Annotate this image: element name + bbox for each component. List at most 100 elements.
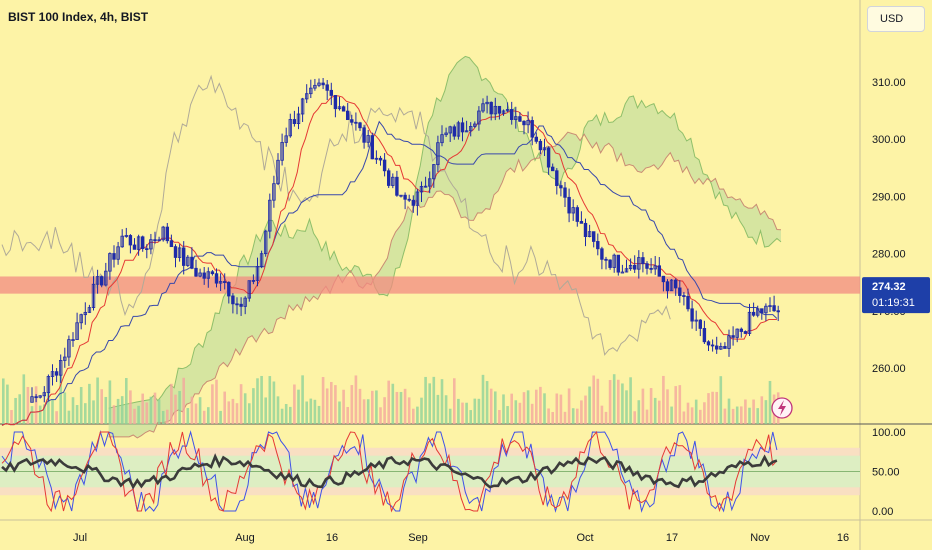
candle-body (616, 254, 620, 273)
candle-body (489, 101, 493, 115)
volume-bar (391, 383, 395, 424)
candle-body (485, 101, 489, 105)
candle-body (391, 176, 395, 186)
candle-body (50, 371, 55, 377)
candle-body (259, 253, 264, 267)
volume-bar (276, 396, 280, 424)
candle-body (362, 127, 366, 143)
candle-body (321, 82, 325, 86)
candle-body (530, 120, 534, 138)
candle-body (165, 226, 169, 242)
volume-bar (674, 386, 677, 424)
candle-body (46, 376, 51, 394)
volume-bar (14, 397, 17, 424)
volume-bar (662, 375, 665, 424)
candle-body (128, 235, 133, 246)
volume-bar (202, 410, 206, 424)
candle-body (263, 230, 268, 255)
volume-bar (510, 393, 513, 424)
volume-bar (211, 384, 214, 424)
volume-bar (104, 396, 108, 424)
candle-body (354, 121, 358, 124)
volume-bar (18, 394, 21, 424)
volume-bar (465, 402, 468, 424)
candle-body (325, 84, 329, 91)
volume-bar (440, 379, 444, 424)
volume-bar (248, 403, 251, 424)
volume-bar (670, 406, 673, 424)
candle-body (272, 183, 276, 201)
volume-bar (571, 408, 575, 424)
volume-bar (457, 398, 460, 424)
time-axis-label: 17 (666, 532, 678, 544)
candle-body (403, 194, 407, 200)
candle-body (727, 335, 731, 349)
volume-bar (301, 375, 304, 424)
candle-body (38, 395, 42, 398)
candle-body (592, 231, 596, 242)
volume-bar (289, 406, 292, 424)
volume-bar (477, 398, 481, 424)
time-axis-label: Aug (235, 532, 255, 544)
candle-body (120, 235, 124, 248)
volume-bar (682, 411, 686, 424)
volume-bar (727, 398, 731, 424)
volume-bar (6, 384, 9, 424)
volume-bar (432, 376, 436, 424)
volume-bar (34, 386, 38, 424)
time-axis-label: Jul (73, 532, 87, 544)
candle-body (567, 196, 571, 214)
volume-bar (756, 408, 759, 424)
volume-bar (153, 392, 157, 424)
volume-bar (690, 407, 694, 424)
candle-body (79, 314, 83, 324)
currency-button[interactable]: USD (867, 6, 925, 32)
volume-bar (125, 378, 128, 424)
volume-bar (26, 386, 30, 424)
candle-body (432, 164, 436, 180)
volume-bar (502, 394, 505, 424)
volume-bar (325, 388, 329, 424)
volume-bar (157, 399, 161, 424)
volume-bar (735, 406, 739, 424)
candle-body (190, 256, 194, 269)
volume-bar (149, 396, 153, 424)
candle-body (768, 305, 772, 308)
volume-bar (555, 393, 559, 424)
volume-bar (59, 375, 62, 424)
candle-body (698, 319, 702, 329)
volume-bar (198, 397, 202, 424)
volume-bar (543, 393, 546, 424)
candle-body (194, 267, 198, 277)
candle-body (665, 281, 670, 292)
candle-body (71, 339, 75, 341)
volume-bar (330, 381, 333, 424)
candle-body (563, 187, 567, 198)
volume-bar (645, 409, 649, 424)
candle-body (300, 98, 305, 115)
candle-body (710, 344, 715, 347)
candle-body (518, 116, 522, 122)
price-tick-label: 280.00 (872, 249, 906, 261)
volume-bar (649, 388, 653, 424)
volume-bar (317, 405, 321, 424)
candle-body (296, 113, 301, 125)
candle-body (243, 297, 247, 307)
volume-bar (129, 390, 132, 424)
candle-body (633, 264, 637, 270)
candle-body (75, 322, 79, 340)
volume-bar (362, 399, 366, 424)
volume-bar (731, 408, 735, 424)
volume-bar (494, 391, 497, 424)
volume-bar (358, 388, 362, 424)
candle-body (776, 310, 780, 313)
volume-bar (178, 390, 181, 424)
volume-bar (530, 403, 534, 424)
volume-bar (239, 384, 243, 424)
candle-body (173, 246, 178, 258)
candle-body (456, 122, 461, 137)
candle-body (546, 147, 551, 168)
volume-bar (350, 385, 354, 424)
candle-body (358, 122, 362, 129)
